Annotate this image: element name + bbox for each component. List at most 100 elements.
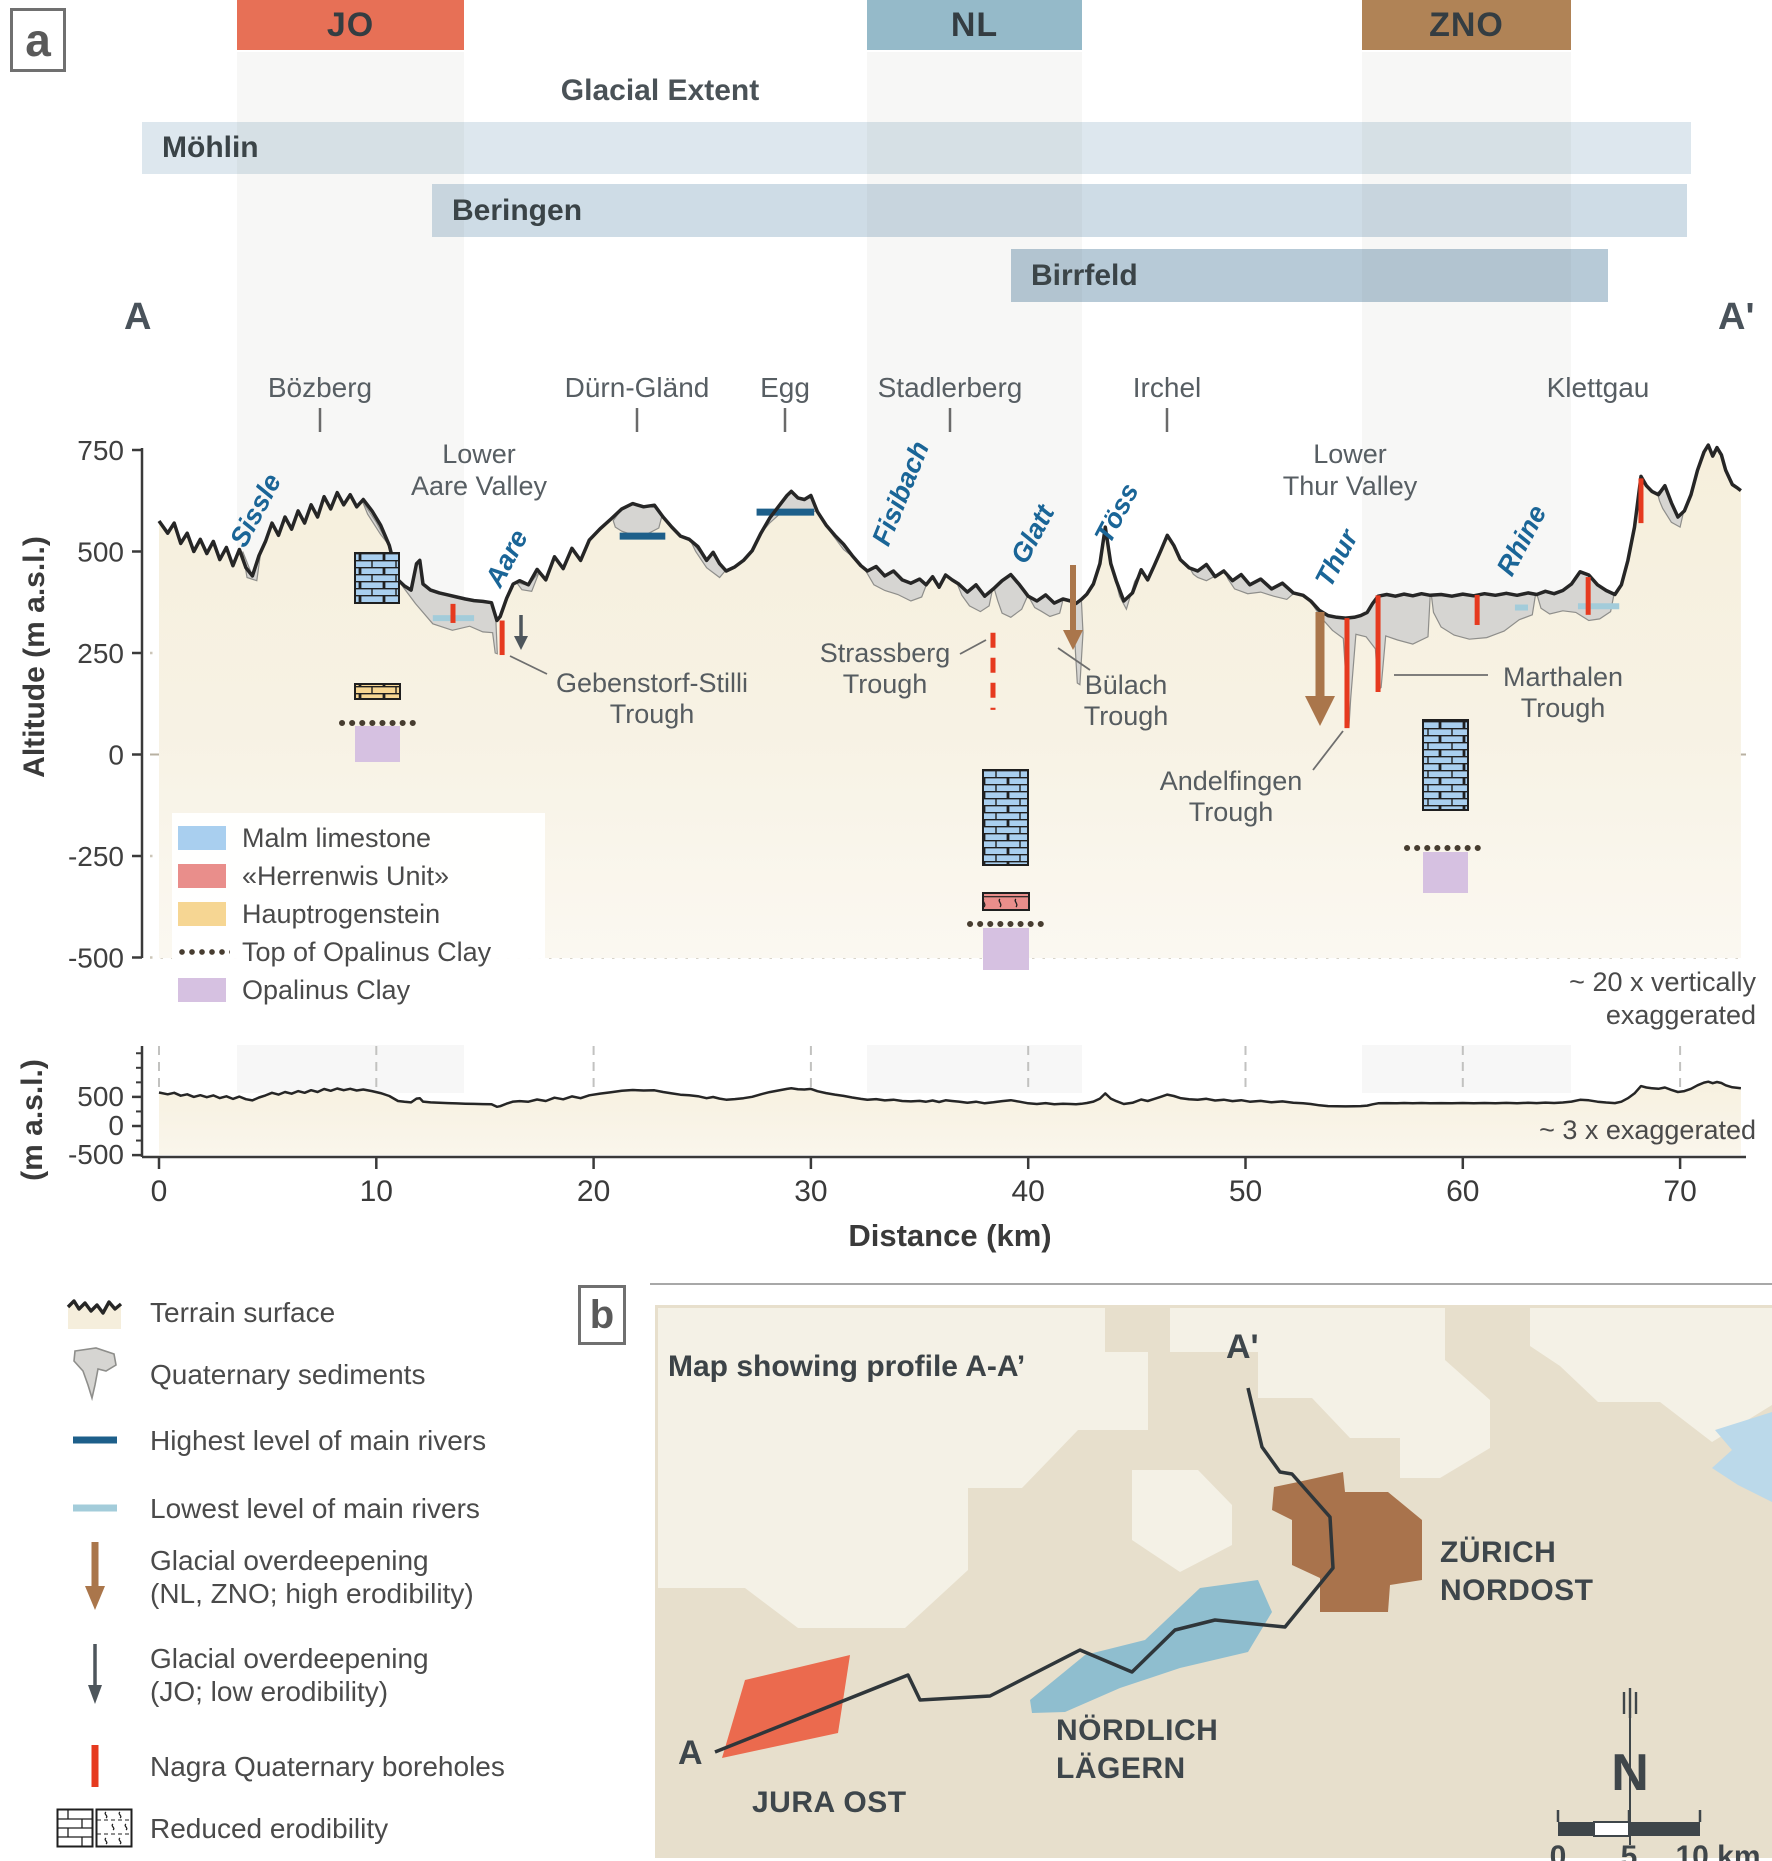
place-label-stadlerberg: Stadlerberg — [877, 372, 1023, 403]
x-tick-label: 20 — [577, 1175, 610, 1208]
x-tick-label: 10 — [360, 1175, 393, 1208]
region-bar-nl: NL — [867, 0, 1082, 50]
legend-item-label: Top of Opalinus Clay — [242, 936, 492, 967]
symbol-legend-label: Terrain surface — [150, 1296, 336, 1328]
map-a-label: A — [678, 1734, 703, 1772]
lower-axis-label: (m a.s.l.) — [16, 1059, 49, 1181]
panel-b-tag: b — [578, 1285, 626, 1345]
color-swatch — [178, 978, 226, 1002]
y-tick-label: 0 — [108, 740, 124, 771]
block-opalinus — [1423, 852, 1468, 893]
river-label-fisibach: Fisibach — [866, 436, 935, 550]
legend-item: Malm limestone — [178, 823, 431, 853]
legend-item: Top of Opalinus Clay — [178, 937, 491, 967]
block-opalinus — [355, 726, 400, 762]
legend-item-label: «Herrenwis Unit» — [242, 860, 450, 891]
trough-label: Bülach Trough — [1083, 670, 1169, 731]
region-bar-jo: JO — [237, 0, 464, 50]
upper-exaggeration-note: ~ 20 x vertically exaggerated — [1569, 967, 1756, 1030]
region-column-lower — [867, 1045, 1082, 1093]
legend-item: Hauptrogenstein — [178, 899, 440, 929]
block-malm — [1423, 720, 1468, 810]
x-tick-label: 0 — [151, 1175, 168, 1208]
glaciation-bar-label: Möhlin — [162, 131, 259, 164]
quaternary-sediment — [1224, 571, 1295, 601]
place-label-klettgau: Klettgau — [1546, 372, 1650, 403]
lowest-river-level-icon — [40, 1500, 150, 1516]
region-bar-label: JO — [326, 5, 375, 44]
quaternary-sediment — [612, 502, 663, 536]
x-tick-label: 40 — [1012, 1175, 1045, 1208]
glaciation-bar-birrfeld: Birrfeld — [1011, 249, 1608, 302]
glacial-extent-title: Glacial Extent — [560, 74, 760, 107]
symbol-legend-item: Terrain surface — [40, 1288, 335, 1336]
symbol-legend-label: Highest level of main rivers — [150, 1424, 487, 1456]
quaternary-sediment — [816, 512, 853, 557]
y-tick-label: 750 — [77, 435, 124, 466]
block-malm — [355, 553, 399, 603]
symbol-legend-item: Glacial overdeepening (JO; low erodibili… — [40, 1640, 429, 1710]
x-tick-label: 30 — [794, 1175, 827, 1208]
symbol-legend-label: Glacial overdeepening (JO; low erodibili… — [150, 1643, 429, 1707]
y-tick-label-lower: 0 — [108, 1110, 124, 1141]
terrain-surface-icon — [40, 1291, 150, 1333]
place-label-bzberg: Bözberg — [267, 372, 373, 403]
symbol-legend-item: Highest level of main rivers — [40, 1424, 487, 1456]
river-label-glatt: Glatt — [1004, 500, 1061, 569]
quaternary-sediment — [1115, 572, 1141, 611]
block-haupt — [355, 684, 400, 699]
altitude-axis-label: Altitude (m a.s.l.) — [18, 536, 51, 778]
valley-label: Lower Aare Valley — [410, 439, 548, 501]
region-column-lower — [237, 1045, 464, 1093]
symbol-legend-item: Quaternary sediments — [40, 1344, 425, 1404]
quaternary-sediment — [514, 571, 540, 592]
quaternary-sediment — [361, 500, 389, 545]
symbol-legend-item: Glacial overdeepening (NL, ZNO; high ero… — [40, 1540, 474, 1614]
overdeepening-arrow-head — [1305, 696, 1335, 726]
glaciation-bar-label: Beringen — [452, 193, 583, 227]
lower-exaggeration-note: ~ 3 x exaggerated — [1539, 1115, 1756, 1145]
symbol-legend-item: Reduced erodibility — [40, 1806, 388, 1850]
valley-label: Lower Thur Valley — [1282, 439, 1418, 501]
profile-start-label: A — [124, 296, 152, 338]
overdeepening-arrow-head — [514, 636, 528, 650]
quaternary-sediment — [689, 539, 726, 579]
symbol-legend-item: Nagra Quaternary boreholes — [40, 1742, 505, 1790]
place-label-drnglnd: Dürn-Gländ — [564, 372, 710, 403]
block-pattern-haupt — [354, 683, 401, 700]
overdeepening-arrow-head — [1063, 630, 1083, 650]
region-bar-zno: ZNO — [1362, 0, 1571, 50]
map-region-noerdlich-laegern: NÖRDLICH LÄGERN — [1056, 1714, 1219, 1785]
panel-a-letter: a — [25, 14, 51, 66]
quaternary-sediment — [1535, 571, 1615, 622]
x-tick-label: 50 — [1229, 1175, 1262, 1208]
y-tick-label: 500 — [77, 537, 124, 568]
block-pattern-herrenwis — [982, 892, 1030, 911]
place-label-egg: Egg — [760, 372, 810, 403]
color-swatch — [178, 902, 226, 926]
trough-label: Strassberg Trough — [819, 638, 951, 699]
block-opalinus — [983, 928, 1029, 970]
trough-label: Andelfingen Trough — [1159, 766, 1303, 827]
stratigraphy-legend: Malm limestone «Herrenwis Unit» Hauptrogen… — [172, 813, 545, 1006]
trough-leader — [1057, 647, 1091, 671]
map-region-jura-ost: JURA OST — [752, 1786, 907, 1819]
glaciation-bar-label: Birrfeld — [1031, 258, 1138, 292]
glaciation-bar-beringen: Beringen — [432, 184, 1687, 237]
symbol-legend-label: Lowest level of main rivers — [150, 1492, 480, 1524]
river-label-sissle: Sissle — [223, 468, 288, 552]
map-a-prime-label: A' — [1226, 1328, 1259, 1366]
river-label-tss: Töss — [1088, 478, 1145, 549]
quaternary-sediment — [761, 490, 818, 533]
terrain-line-lower — [158, 1080, 1742, 1109]
block-pattern-malm — [1422, 719, 1469, 811]
color-swatch — [178, 826, 226, 850]
river-label-rhine: Rhine — [1490, 500, 1553, 581]
glaciation-bar-möhlin: Möhlin — [142, 122, 1691, 174]
quaternary-sediment — [1656, 486, 1685, 529]
profile-end-label: A' — [1718, 296, 1755, 338]
color-swatch — [178, 864, 226, 888]
legend-item-label: Malm limestone — [242, 822, 432, 853]
trough-leader — [1312, 730, 1344, 771]
